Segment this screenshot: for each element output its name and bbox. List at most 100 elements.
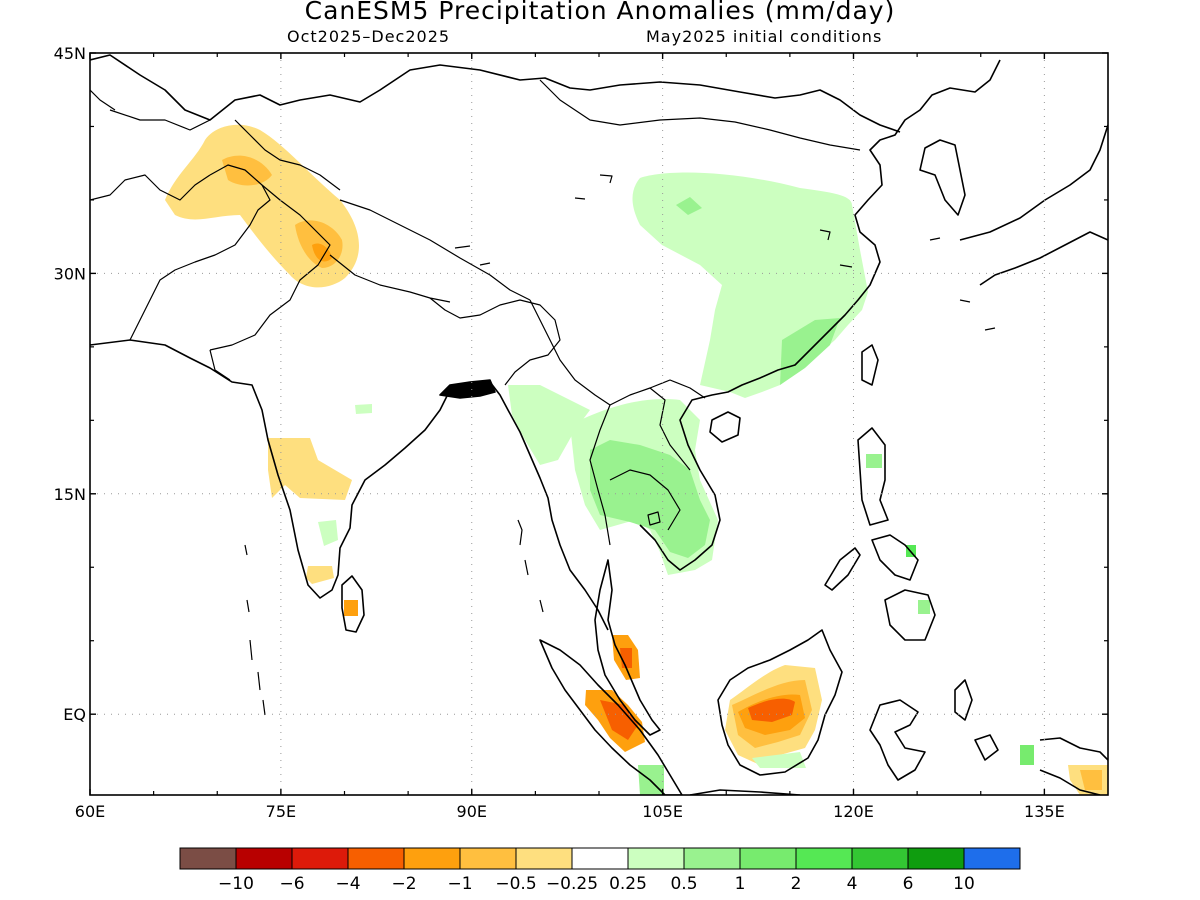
northern-border (90, 54, 901, 133)
andaman-islands (517, 519, 529, 576)
border-iran-afghanistan (90, 174, 211, 201)
colorbar-label: −1 (447, 874, 472, 894)
visayas-coast (871, 534, 919, 581)
gridlines (90, 53, 1108, 795)
luzon-coast (857, 427, 889, 526)
korea-coast (919, 139, 966, 216)
dry-anomaly-malaya-core (620, 648, 632, 668)
indochina-coast (639, 59, 1001, 571)
colorbar-swatch (179, 847, 237, 870)
colorbar-swatch (347, 847, 405, 870)
yellow-sea-islands (929, 237, 996, 331)
wet-anomaly-thailand (590, 440, 710, 558)
colorbar-swatch (291, 847, 349, 870)
colorbar-label: −2 (391, 874, 416, 894)
colorbar-swatch (795, 847, 853, 870)
dry-anomaly-sumatra-core (600, 700, 638, 740)
colorbar-swatch (739, 847, 797, 870)
colorbar-swatch (907, 847, 965, 870)
colorbar-label: 0.25 (609, 874, 647, 894)
colorbar-label: −0.25 (546, 874, 598, 894)
initial-conditions: May2025 initial conditions (646, 27, 883, 46)
border-tibet (339, 199, 531, 301)
border-india-state (209, 349, 231, 381)
dry-anomaly-srilanka (344, 600, 358, 616)
colorbar-label: 4 (847, 874, 858, 894)
colorbar-label: 1 (735, 874, 746, 894)
colorbar-label: −0.5 (495, 874, 536, 894)
wet-anomaly-china-patch (676, 197, 702, 215)
border-china-vietnam (649, 379, 706, 399)
wet-anomaly-china (632, 172, 868, 398)
border-afghanistan-pakistan (129, 164, 271, 341)
bengal-delta (439, 379, 496, 399)
wet-anomaly-mindanao (918, 600, 930, 614)
malay-peninsula-coast (594, 559, 661, 736)
colorbar-label: 10 (953, 874, 975, 894)
x-tick-label: 135E (1024, 802, 1065, 821)
newguinea-coast (1039, 737, 1108, 795)
palawan-coast (824, 547, 861, 591)
x-tick-label: 75E (266, 802, 296, 821)
y-tick-label: 15N (54, 485, 86, 504)
colorbar-label: 6 (903, 874, 914, 894)
forecast-period: Oct2025–Dec2025 (287, 27, 451, 46)
wet-anomaly-sulawesi (1020, 745, 1034, 765)
coastlines (90, 54, 1108, 795)
hainan-coast (709, 411, 741, 443)
colorbar-swatch (515, 847, 573, 870)
x-tick-label: 105E (642, 802, 683, 821)
colorbar-swatch (851, 847, 909, 870)
y-tick-label: 45N (54, 44, 86, 63)
dry-anomaly-newguinea-core (1080, 770, 1102, 790)
colorbar-swatch (963, 847, 1021, 870)
mindanao-coast (884, 589, 936, 641)
colorbar-label: −4 (335, 874, 360, 894)
wet-anomaly-southeast-india (318, 520, 338, 546)
colorbar-swatch (683, 847, 741, 870)
colorbar-label: 2 (791, 874, 802, 894)
borneo-coast (717, 629, 843, 776)
dry-anomaly-central-india (268, 438, 352, 500)
wet-anomaly-bengal (355, 404, 372, 414)
taiwan-coast (861, 344, 879, 386)
dry-anomaly-kashmir-core (312, 243, 332, 262)
wet-anomaly-myanmar (508, 385, 590, 465)
x-tick-label: 90E (457, 802, 487, 821)
sumatra-coast (539, 639, 683, 795)
wet-anomaly-borneo-south (752, 752, 806, 768)
dry-anomaly-borneo-core (748, 698, 795, 722)
colorbar-label: −10 (218, 874, 254, 894)
sulawesi-coast (869, 699, 926, 781)
border-laos (609, 387, 691, 471)
border-thailand-cambodia (609, 469, 681, 531)
colorbar-swatch (403, 847, 461, 870)
colorbar-swatch (459, 847, 517, 870)
colorbar-label: −6 (279, 874, 304, 894)
colorbar-swatch (571, 847, 629, 870)
y-tick-label: 30N (54, 264, 86, 283)
border-kazakh (90, 89, 116, 111)
colorbar-swatch (235, 847, 293, 870)
border-kashmir (234, 119, 341, 191)
indochina-lakes (647, 511, 661, 526)
maldives (244, 544, 266, 716)
border-india-ne (429, 297, 561, 386)
china-lakes (819, 229, 853, 268)
maluku-coast (954, 679, 999, 761)
tibet-lakes (454, 174, 613, 266)
border-nepal (329, 254, 451, 303)
x-tick-label: 120E (833, 802, 874, 821)
japan-coast (959, 124, 1108, 286)
colorbar-swatch (627, 847, 685, 870)
border-mongolia (539, 79, 861, 151)
border-central-asia (109, 109, 211, 131)
colorbar-label: 0.5 (670, 874, 697, 894)
axis-ticks: 60E 75E 90E 105E 120E 135E 45N 30N 15N EQ (54, 44, 1108, 821)
dry-anomaly-south-india (306, 566, 334, 584)
nicobar-islands (539, 599, 544, 613)
y-tick-label: EQ (63, 705, 86, 724)
map-title: CanESM5 Precipitation Anomalies (mm/day) (304, 0, 896, 25)
srilanka-coast (341, 575, 365, 633)
